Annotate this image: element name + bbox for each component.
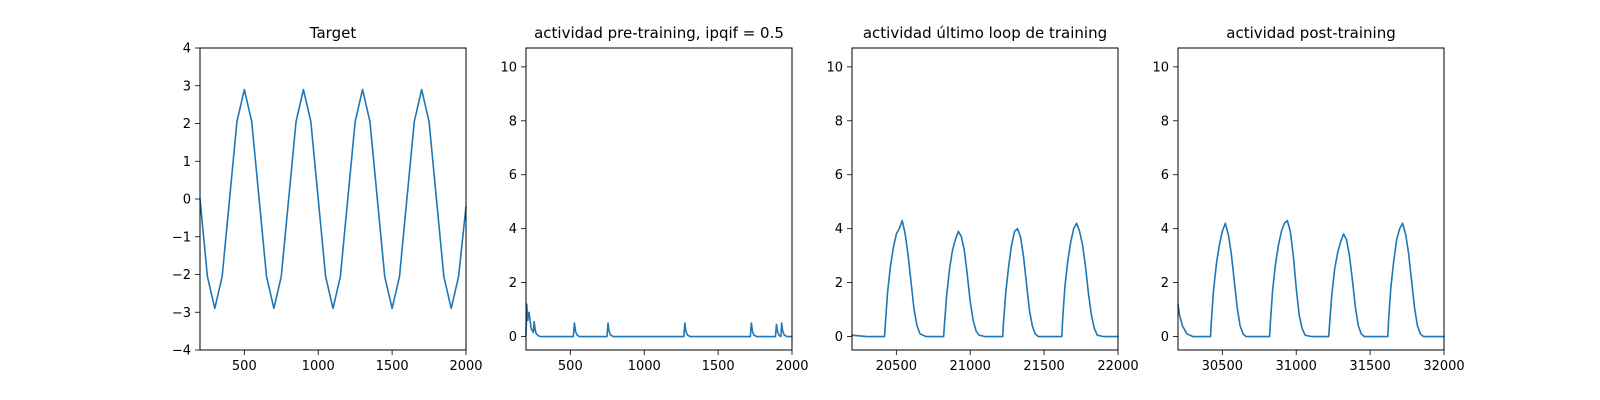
- y-tick-label: −2: [172, 268, 191, 283]
- y-tick-label: 2: [835, 276, 843, 291]
- x-tick-label: 500: [558, 359, 583, 374]
- x-tick-label: 500: [232, 359, 257, 374]
- x-tick-label: 2000: [449, 359, 482, 374]
- y-tick-label: 4: [509, 222, 517, 237]
- y-tick-label: 8: [1161, 114, 1169, 129]
- x-tick-label: 2000: [775, 359, 808, 374]
- y-tick-label: 0: [1161, 330, 1169, 345]
- y-tick-label: 8: [509, 114, 517, 129]
- y-tick-label: 4: [1161, 222, 1169, 237]
- axis-ticks: 500 1000 1500 2000 0 2 4 6 8 10: [500, 60, 808, 374]
- series-line: [1177, 219, 1445, 338]
- y-tick-label: 6: [835, 168, 843, 183]
- x-tick-label: 30500: [1202, 359, 1243, 374]
- x-tick-label: 31000: [1276, 359, 1317, 374]
- y-tick-label: 2: [509, 276, 517, 291]
- panel-title: actividad post-training: [1226, 24, 1395, 42]
- panel-target: Target 500 1000 1500 2000 −4 −3 −2 −1 0 1 2 3 4: [172, 24, 483, 374]
- axis-ticks: 500 1000 1500 2000 −4 −3 −2 −1 0 1 2 3 4: [172, 42, 483, 375]
- y-tick-label: 6: [509, 168, 517, 183]
- y-tick-label: 10: [826, 60, 843, 75]
- y-tick-label: 8: [835, 114, 843, 129]
- panel-post-training: actividad post-training 30500 31000 31500 3…: [1152, 24, 1464, 374]
- x-tick-label: 22000: [1097, 359, 1138, 374]
- series-line: [525, 303, 793, 338]
- y-tick-label: 4: [183, 42, 191, 57]
- x-tick-label: 20500: [876, 359, 917, 374]
- x-tick-label: 1500: [702, 359, 735, 374]
- series-line: [851, 219, 1119, 338]
- x-tick-label: 1000: [628, 359, 661, 374]
- y-tick-label: 10: [1152, 60, 1169, 75]
- x-tick-label: 21500: [1023, 359, 1064, 374]
- y-tick-label: 0: [835, 330, 843, 345]
- series-line: [199, 88, 467, 310]
- panel-pre-training: actividad pre-training, ipqif = 0.5 500 1…: [500, 24, 808, 374]
- x-tick-label: 31500: [1349, 359, 1390, 374]
- axis-ticks: 20500 21000 21500 22000 0 2 4 6 8 10: [826, 60, 1138, 374]
- panel-last-training-loop: actividad último loop de training 20500 2…: [826, 24, 1138, 374]
- y-tick-label: 6: [1161, 168, 1169, 183]
- y-tick-label: −3: [172, 306, 191, 321]
- panel-title: actividad último loop de training: [863, 24, 1107, 42]
- x-tick-label: 1500: [376, 359, 409, 374]
- plot-frame: [851, 47, 1119, 351]
- y-tick-label: −1: [172, 230, 191, 245]
- y-tick-label: 2: [183, 117, 191, 132]
- plot-frame: [1177, 47, 1445, 351]
- y-tick-label: −4: [172, 344, 191, 359]
- y-tick-label: 0: [509, 330, 517, 345]
- y-tick-label: 10: [500, 60, 517, 75]
- y-tick-label: 3: [183, 79, 191, 94]
- y-tick-label: 0: [183, 193, 191, 208]
- plot-frame: [199, 47, 467, 351]
- y-tick-label: 4: [835, 222, 843, 237]
- y-tick-label: 2: [1161, 276, 1169, 291]
- x-tick-label: 32000: [1423, 359, 1464, 374]
- y-tick-label: 1: [183, 155, 191, 170]
- axis-ticks: 30500 31000 31500 32000 0 2 4 6 8 10: [1152, 60, 1464, 374]
- panel-title: Target: [309, 24, 357, 42]
- panel-title: actividad pre-training, ipqif = 0.5: [534, 24, 784, 42]
- x-tick-label: 1000: [302, 359, 335, 374]
- x-tick-label: 21000: [950, 359, 991, 374]
- plot-frame: [525, 47, 793, 351]
